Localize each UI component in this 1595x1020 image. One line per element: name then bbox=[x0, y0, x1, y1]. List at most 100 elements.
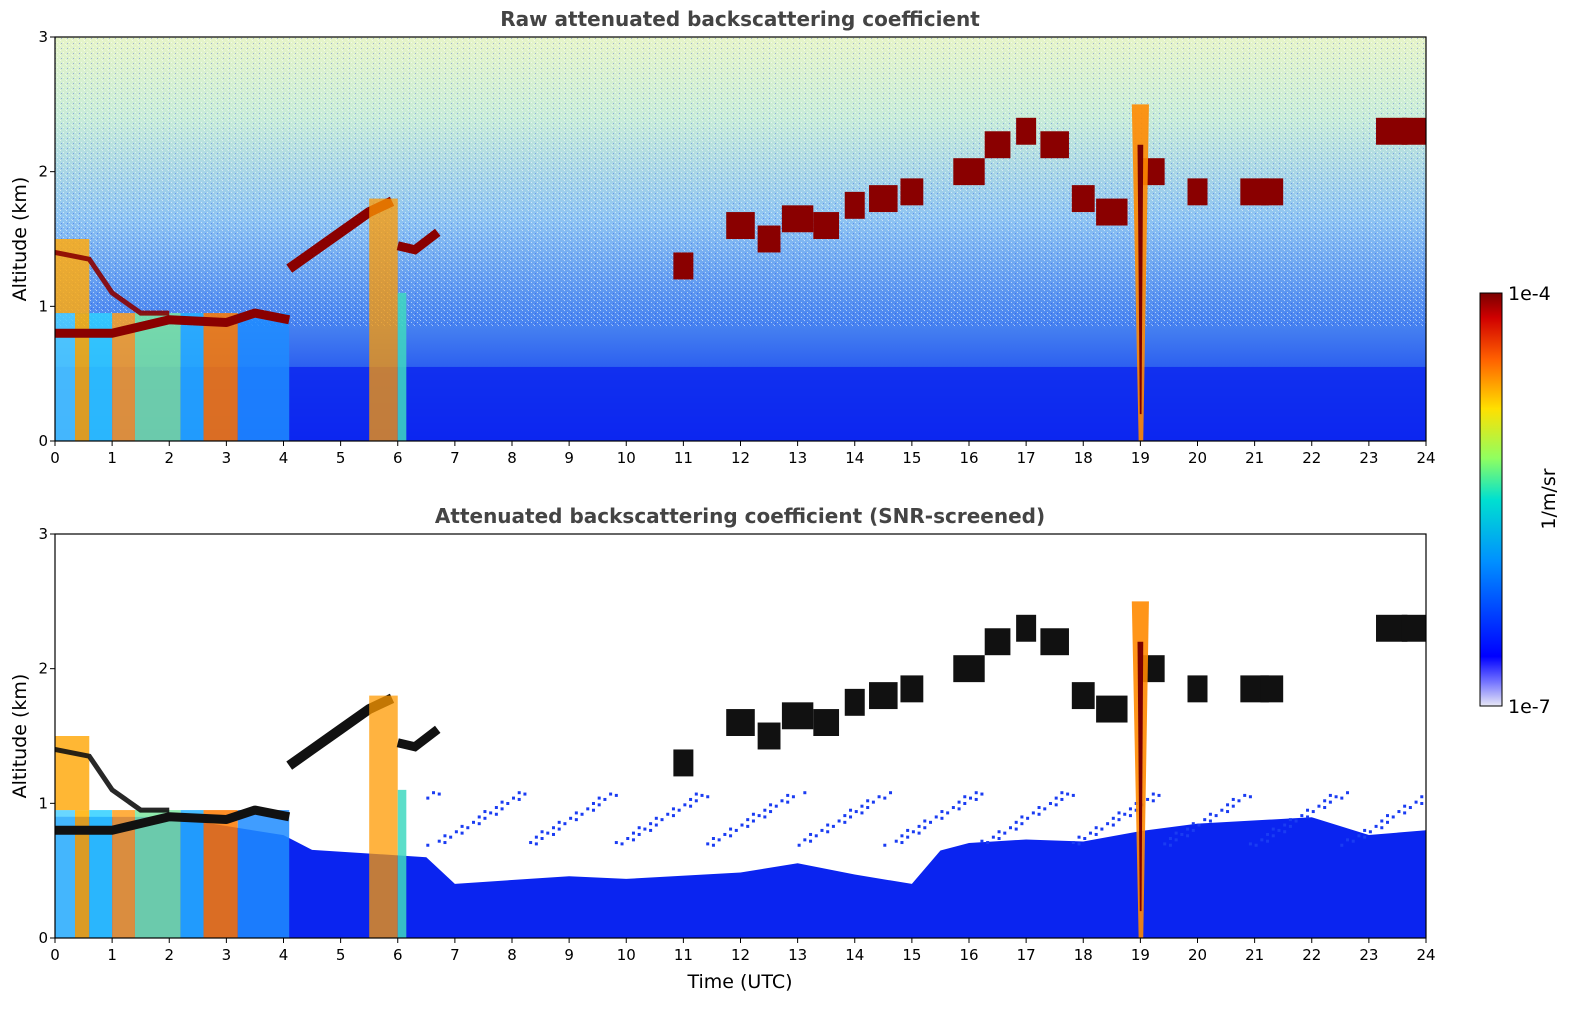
cloud-segment bbox=[781, 205, 814, 233]
screened-noise-pixel bbox=[980, 792, 984, 796]
cloud-segment bbox=[1016, 117, 1037, 145]
screened-noise-pixel bbox=[1288, 824, 1292, 828]
screened-noise-pixel bbox=[1208, 812, 1212, 816]
screened-noise-pixel bbox=[780, 799, 784, 803]
x-tick-label: 0 bbox=[50, 946, 60, 964]
screened-noise-pixel bbox=[1054, 803, 1058, 807]
x-tick-label: 18 bbox=[1074, 946, 1093, 964]
screened-noise-pixel bbox=[540, 830, 544, 834]
screened-noise-pixel bbox=[957, 807, 961, 811]
screened-noise-pixel bbox=[934, 815, 938, 819]
screened-noise-pixel bbox=[1231, 804, 1235, 808]
screened-noise-pixel bbox=[689, 804, 693, 808]
screened-noise-pixel bbox=[769, 810, 773, 814]
screened-noise-pixel bbox=[529, 841, 533, 845]
cloud-segment bbox=[1260, 178, 1284, 206]
screened-noise-pixel bbox=[1071, 793, 1075, 797]
heatmap-noise bbox=[55, 37, 1426, 327]
screened-noise-pixel bbox=[1226, 803, 1230, 807]
screened-noise-pixel bbox=[820, 828, 824, 832]
screened-noise-pixel bbox=[1106, 822, 1110, 826]
screened-noise-pixel bbox=[809, 832, 813, 836]
x-tick-label: 20 bbox=[1188, 946, 1207, 964]
screened-noise-pixel bbox=[1403, 811, 1407, 815]
screened-noise-pixel bbox=[1386, 814, 1390, 818]
screened-noise-pixel bbox=[637, 832, 641, 836]
screened-noise-pixel bbox=[1374, 824, 1378, 828]
screened-noise-pixel bbox=[900, 834, 904, 838]
x-tick-label: 11 bbox=[674, 946, 693, 964]
screened-noise-pixel bbox=[597, 803, 601, 807]
screened-noise-pixel bbox=[860, 811, 864, 815]
screened-noise-pixel bbox=[477, 815, 481, 819]
screened-noise-pixel bbox=[1266, 832, 1270, 836]
screened-noise-pixel bbox=[871, 800, 875, 804]
cloud-segment bbox=[900, 675, 924, 703]
screened-noise-pixel bbox=[1260, 838, 1264, 842]
cloud-segment bbox=[1260, 675, 1284, 703]
screened-noise-pixel bbox=[1020, 815, 1024, 819]
screened-noise-pixel bbox=[1231, 797, 1235, 801]
boundary-layer-column bbox=[112, 810, 135, 938]
cloud-segment bbox=[1071, 682, 1095, 710]
cloud-segment bbox=[726, 709, 755, 736]
screened-noise-pixel bbox=[437, 839, 441, 843]
screened-noise-pixel bbox=[654, 823, 658, 827]
screened-noise-pixel bbox=[763, 815, 767, 819]
x-tick-label: 19 bbox=[1131, 449, 1150, 467]
screened-noise-pixel bbox=[917, 831, 921, 835]
x-tick-label: 5 bbox=[336, 946, 346, 964]
screened-noise-pixel bbox=[809, 839, 813, 843]
screened-noise-pixel bbox=[843, 814, 847, 818]
screened-noise-pixel bbox=[757, 814, 761, 818]
screened-noise-pixel bbox=[1174, 831, 1178, 835]
screened-noise-pixel bbox=[1391, 815, 1395, 819]
screened-noise-pixel bbox=[849, 808, 853, 812]
screened-noise-pixel bbox=[477, 822, 481, 826]
panel-title-raw: Raw attenuated backscattering coefficien… bbox=[500, 7, 980, 31]
screened-noise-pixel bbox=[586, 807, 590, 811]
screened-noise-pixel bbox=[683, 803, 687, 807]
boundary-layer-column bbox=[89, 313, 113, 441]
screened-noise-pixel bbox=[906, 828, 910, 832]
screened-noise-pixel bbox=[1186, 827, 1190, 831]
screened-noise-pixel bbox=[534, 835, 538, 839]
screened-noise-pixel bbox=[843, 820, 847, 824]
screened-noise-pixel bbox=[1300, 814, 1304, 818]
boundary-layer-column bbox=[203, 313, 238, 441]
plume-layer bbox=[396, 725, 441, 752]
x-tick-label: 3 bbox=[222, 449, 232, 467]
heatmap-raw bbox=[55, 37, 1426, 441]
screened-noise-pixel bbox=[426, 843, 430, 847]
screened-noise-pixel bbox=[460, 831, 464, 835]
y-tick-label: 1 bbox=[38, 297, 48, 315]
screened-noise-pixel bbox=[466, 826, 470, 830]
screened-noise-pixel bbox=[711, 843, 715, 847]
screened-noise-pixel bbox=[506, 801, 510, 805]
screened-noise-pixel bbox=[849, 815, 853, 819]
screened-noise-pixel bbox=[1060, 791, 1064, 795]
x-tick-label: 13 bbox=[788, 946, 807, 964]
screened-noise-pixel bbox=[500, 807, 504, 811]
screened-noise-pixel bbox=[649, 822, 653, 826]
screened-noise-pixel bbox=[986, 841, 990, 845]
screened-noise-pixel bbox=[1340, 796, 1344, 800]
screened-noise-pixel bbox=[1271, 834, 1275, 838]
screened-noise-pixel bbox=[483, 810, 487, 814]
heatmap-features bbox=[55, 104, 1426, 441]
screened-noise-pixel bbox=[1248, 795, 1252, 799]
cloud-segment bbox=[673, 252, 694, 280]
screened-noise-pixel bbox=[631, 838, 635, 842]
cloud-segment bbox=[726, 212, 755, 239]
screened-noise-pixel bbox=[671, 814, 675, 818]
screened-noise-pixel bbox=[1014, 827, 1018, 831]
cloud-segment bbox=[900, 178, 924, 206]
x-tick-label: 8 bbox=[507, 449, 517, 467]
screened-noise-pixel bbox=[1186, 834, 1190, 838]
screened-noise-pixel bbox=[974, 791, 978, 795]
screened-noise-pixel bbox=[1123, 812, 1127, 816]
x-tick-label: 10 bbox=[617, 946, 636, 964]
screened-noise-pixel bbox=[1323, 806, 1327, 810]
screened-noise-pixel bbox=[946, 811, 950, 815]
screened-noise-pixel bbox=[494, 806, 498, 810]
